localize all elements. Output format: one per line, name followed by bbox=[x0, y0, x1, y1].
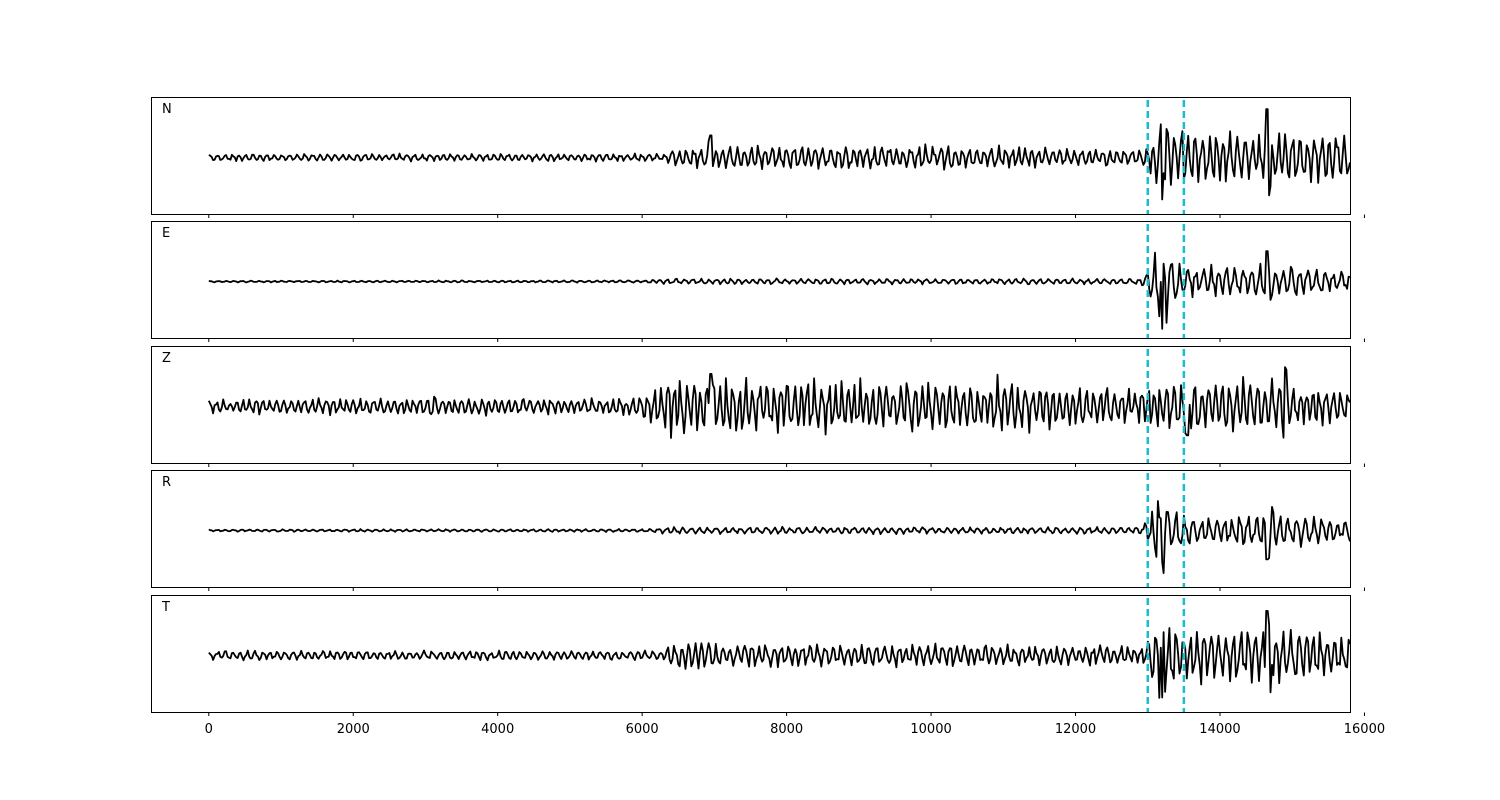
x-tick-label: 4000 bbox=[481, 722, 514, 737]
x-tick-label: 16000 bbox=[1344, 722, 1385, 737]
x-tick-label: 6000 bbox=[626, 722, 659, 737]
panel-frame bbox=[151, 97, 1351, 215]
trace-line-e bbox=[208, 250, 1351, 330]
x-tick-label: 2000 bbox=[337, 722, 370, 737]
trace-line-n bbox=[208, 108, 1351, 201]
x-tick-label: 10000 bbox=[910, 722, 951, 737]
x-tick-label: 0 bbox=[205, 722, 213, 737]
trace-panel-z: Z bbox=[151, 346, 1365, 467]
trace-line-r bbox=[208, 500, 1351, 574]
x-tick-label: 8000 bbox=[770, 722, 803, 737]
panels-group: N E Z R T bbox=[151, 97, 1365, 716]
trace-panel-n: N bbox=[151, 97, 1365, 218]
x-axis: 0 2000 4000 6000 8000 10000 12000 14000 16000 bbox=[205, 722, 1385, 737]
trace-panel-t: T bbox=[151, 595, 1365, 716]
panel-label-t: T bbox=[161, 600, 170, 615]
trace-line-t bbox=[208, 610, 1351, 699]
x-tick-label: 14000 bbox=[1199, 722, 1240, 737]
panel-label-r: R bbox=[162, 475, 171, 490]
panel-label-z: Z bbox=[162, 351, 171, 366]
panel-label-n: N bbox=[162, 102, 172, 117]
x-tick-label: 12000 bbox=[1055, 722, 1096, 737]
panel-label-e: E bbox=[162, 226, 170, 241]
trace-panel-e: E bbox=[151, 221, 1365, 342]
trace-panel-r: R bbox=[151, 470, 1365, 591]
trace-line-z bbox=[207, 366, 1351, 439]
